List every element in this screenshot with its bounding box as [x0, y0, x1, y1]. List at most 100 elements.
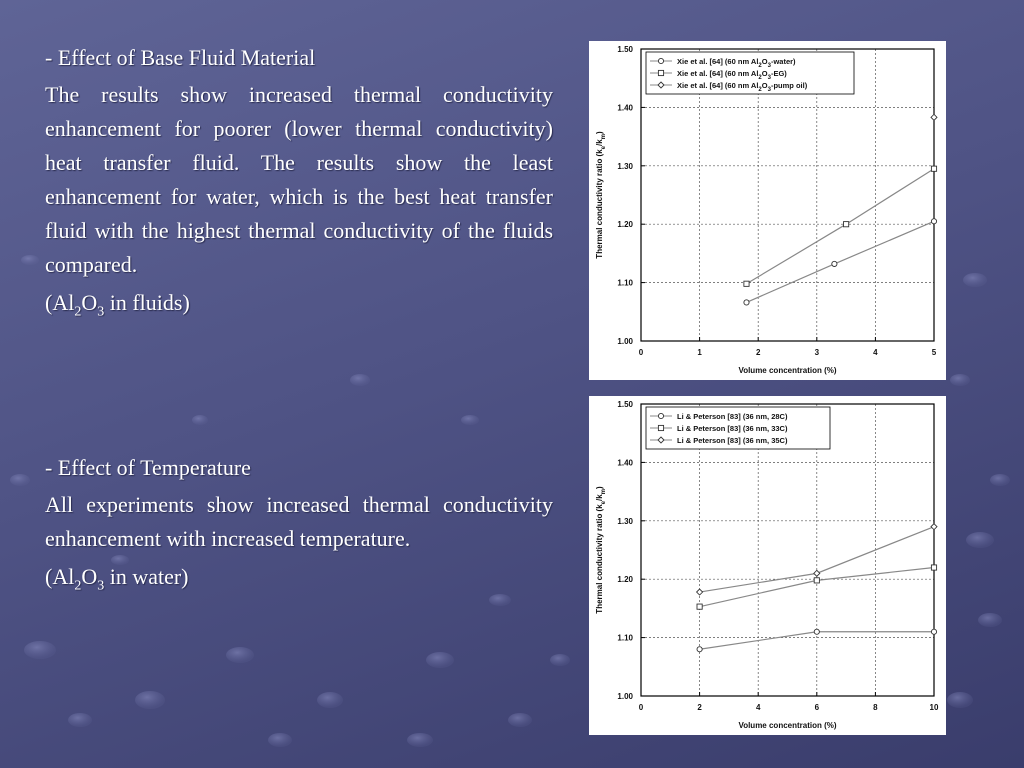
- x-axis-label: Volume concentration (%): [738, 366, 836, 375]
- bubble: [508, 713, 532, 727]
- note-subscript: 2: [74, 578, 82, 594]
- legend-marker: [657, 69, 665, 77]
- x-tick-label: 4: [873, 348, 878, 357]
- bubble: [24, 641, 56, 659]
- chart2-series-3: [695, 523, 938, 596]
- legend-text: Xie et al. [64] (60 nm Al: [677, 81, 758, 90]
- bubble: [10, 474, 30, 486]
- legend-text: Li & Peterson [83] (36 nm, 33C): [677, 424, 788, 433]
- plot-frame: [640, 48, 935, 342]
- legend-text: O: [762, 81, 768, 90]
- chart2-series-1-point: [813, 628, 820, 635]
- chart1-series-1-point: [743, 299, 750, 306]
- chart2-series-2-point: [813, 577, 820, 584]
- base-fluid-note: (Al2O3 in fluids): [45, 288, 553, 327]
- y-tick-label: 1.10: [617, 279, 633, 288]
- legend-text: -EG): [771, 69, 787, 78]
- y-axis-label-subscript: m: [601, 134, 607, 139]
- bubble: [426, 652, 454, 668]
- note-text: (Al: [45, 290, 75, 315]
- legend-marker: [657, 412, 665, 420]
- legend-text: -pump oil): [771, 81, 808, 90]
- bubble: [950, 374, 970, 386]
- x-tick-label: 10: [930, 703, 939, 712]
- bubble: [226, 647, 254, 663]
- legend-subscript: 2: [758, 63, 762, 69]
- temperature-heading: - Effect of Temperature: [45, 455, 251, 480]
- base-fluid-chart: 0 1 2 3 4 5 1.00 1.10 1.20 1.30 1.40 1.50 Volume con…: [589, 41, 946, 380]
- y-tick-label: 1.30: [617, 162, 633, 171]
- y-axis-label-text: Thermal conductivity ratio (k: [595, 504, 604, 614]
- legend-box: [645, 406, 831, 450]
- y-axis-label-text: ): [595, 131, 604, 134]
- chart2-series-2: [696, 564, 938, 610]
- base-fluid-heading: - Effect of Base Fluid Material: [45, 45, 316, 70]
- legend-text: O: [762, 69, 768, 78]
- x-tick-label: 0: [639, 348, 644, 357]
- chart2-series-1-point: [696, 646, 703, 653]
- legend-entry: Li & Peterson [83] (36 nm, 35C): [677, 436, 788, 445]
- temperature-chart: 0 2 4 6 8 10 1.00 1.10 1.20 1.30 1.40 1.50 Volume co…: [589, 396, 946, 735]
- note-text: (Al: [45, 564, 75, 589]
- temperature-chart-svg: 0 2 4 6 8 10 1.00 1.10 1.20 1.30 1.40 1.50 Volume co…: [595, 400, 939, 730]
- legend-subscript: 3: [768, 75, 772, 81]
- bubble: [461, 415, 479, 425]
- note-subscript: 2: [74, 304, 82, 320]
- temperature-note: (Al2O3 in water): [45, 562, 553, 601]
- y-tick-label: 1.00: [617, 337, 633, 346]
- legend-text: Li & Peterson [83] (36 nm, 28C): [677, 412, 788, 421]
- legend-text: Xie et al. [64] (60 nm Al: [677, 57, 758, 66]
- note-text: in water): [104, 564, 189, 589]
- legend-marker: [657, 424, 665, 432]
- temperature-section: - Effect of Temperature All experiments …: [45, 454, 553, 601]
- bubble: [947, 692, 973, 708]
- legend-marker: [657, 57, 665, 65]
- bubble: [111, 555, 129, 565]
- chart2-series-2-point: [930, 564, 938, 571]
- bubble: [21, 255, 39, 265]
- y-axis-label-text: ): [595, 486, 604, 489]
- legend-entry: Xie et al. [64] (60 nm Al2O3-water): [677, 57, 796, 69]
- note-subscript: 3: [97, 304, 105, 320]
- chart1-series-1-point: [930, 218, 938, 225]
- bubble: [68, 713, 92, 727]
- y-tick-label: 1.40: [617, 458, 633, 467]
- legend-entry: Li & Peterson [83] (36 nm, 28C): [677, 412, 788, 421]
- y-tick-label: 1.20: [617, 575, 633, 584]
- y-tick-label: 1.50: [617, 400, 633, 409]
- legend-text: O: [762, 57, 768, 66]
- note-text: in fluids): [104, 290, 190, 315]
- chart1-legend: Xie et al. [64] (60 nm Al2O3-water)Xie e…: [645, 51, 855, 95]
- y-axis-label-text: /k: [595, 494, 604, 501]
- bubble: [192, 415, 208, 425]
- y-tick-label: 1.30: [617, 517, 633, 526]
- bubble: [268, 733, 292, 747]
- legend-subscript: 3: [768, 63, 772, 69]
- x-tick-label: 0: [639, 703, 644, 712]
- y-axis-label-subscript: e: [601, 145, 607, 149]
- y-axis-label: Thermal conductivity ratio (ke/km): [595, 131, 607, 259]
- bubble: [550, 654, 570, 666]
- y-tick-label: 1.50: [617, 45, 633, 54]
- legend-box: [645, 51, 855, 95]
- x-tick-label: 1: [697, 348, 702, 357]
- x-tick-label: 8: [873, 703, 878, 712]
- chart1-series-1: [743, 218, 938, 306]
- chart2-series-3-point: [930, 523, 938, 531]
- legend-text: -water): [771, 57, 796, 66]
- chart1-series-2-line: [746, 168, 935, 285]
- legend-entry: Li & Peterson [83] (36 nm, 33C): [677, 424, 788, 433]
- y-axis-label-subscript: m: [601, 489, 607, 494]
- temperature-paragraph: All experiments show increased thermal c…: [45, 492, 553, 551]
- chart1-series-2-point: [843, 221, 850, 228]
- y-axis-label-text: Thermal conductivity ratio (k: [595, 149, 604, 259]
- chart2-series-1-point: [930, 628, 938, 635]
- x-tick-label: 4: [756, 703, 761, 712]
- x-tick-label: 5: [932, 348, 937, 357]
- bubble: [963, 273, 987, 287]
- chart1-series-3-point: [930, 113, 938, 121]
- legend-entry: Xie et al. [64] (60 nm Al2O3-EG): [677, 69, 787, 81]
- plot-frame: [640, 403, 935, 697]
- legend-text: Li & Peterson [83] (36 nm, 35C): [677, 436, 788, 445]
- y-axis-label-text: /k: [595, 139, 604, 146]
